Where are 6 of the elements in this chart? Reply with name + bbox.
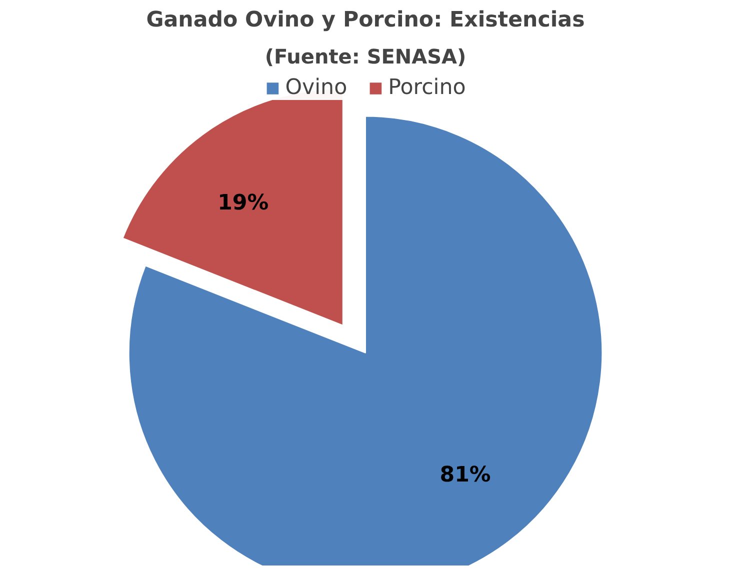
data-label: 19%	[218, 190, 269, 216]
legend-label: Porcino	[388, 75, 466, 100]
data-label: 81%	[440, 462, 491, 488]
chart-title: Ganado Ovino y Porcino: Existencias	[146, 8, 585, 32]
legend-label: Ovino	[285, 75, 348, 100]
chart-subtitle: (Fuente: SENASA)	[264, 44, 466, 68]
